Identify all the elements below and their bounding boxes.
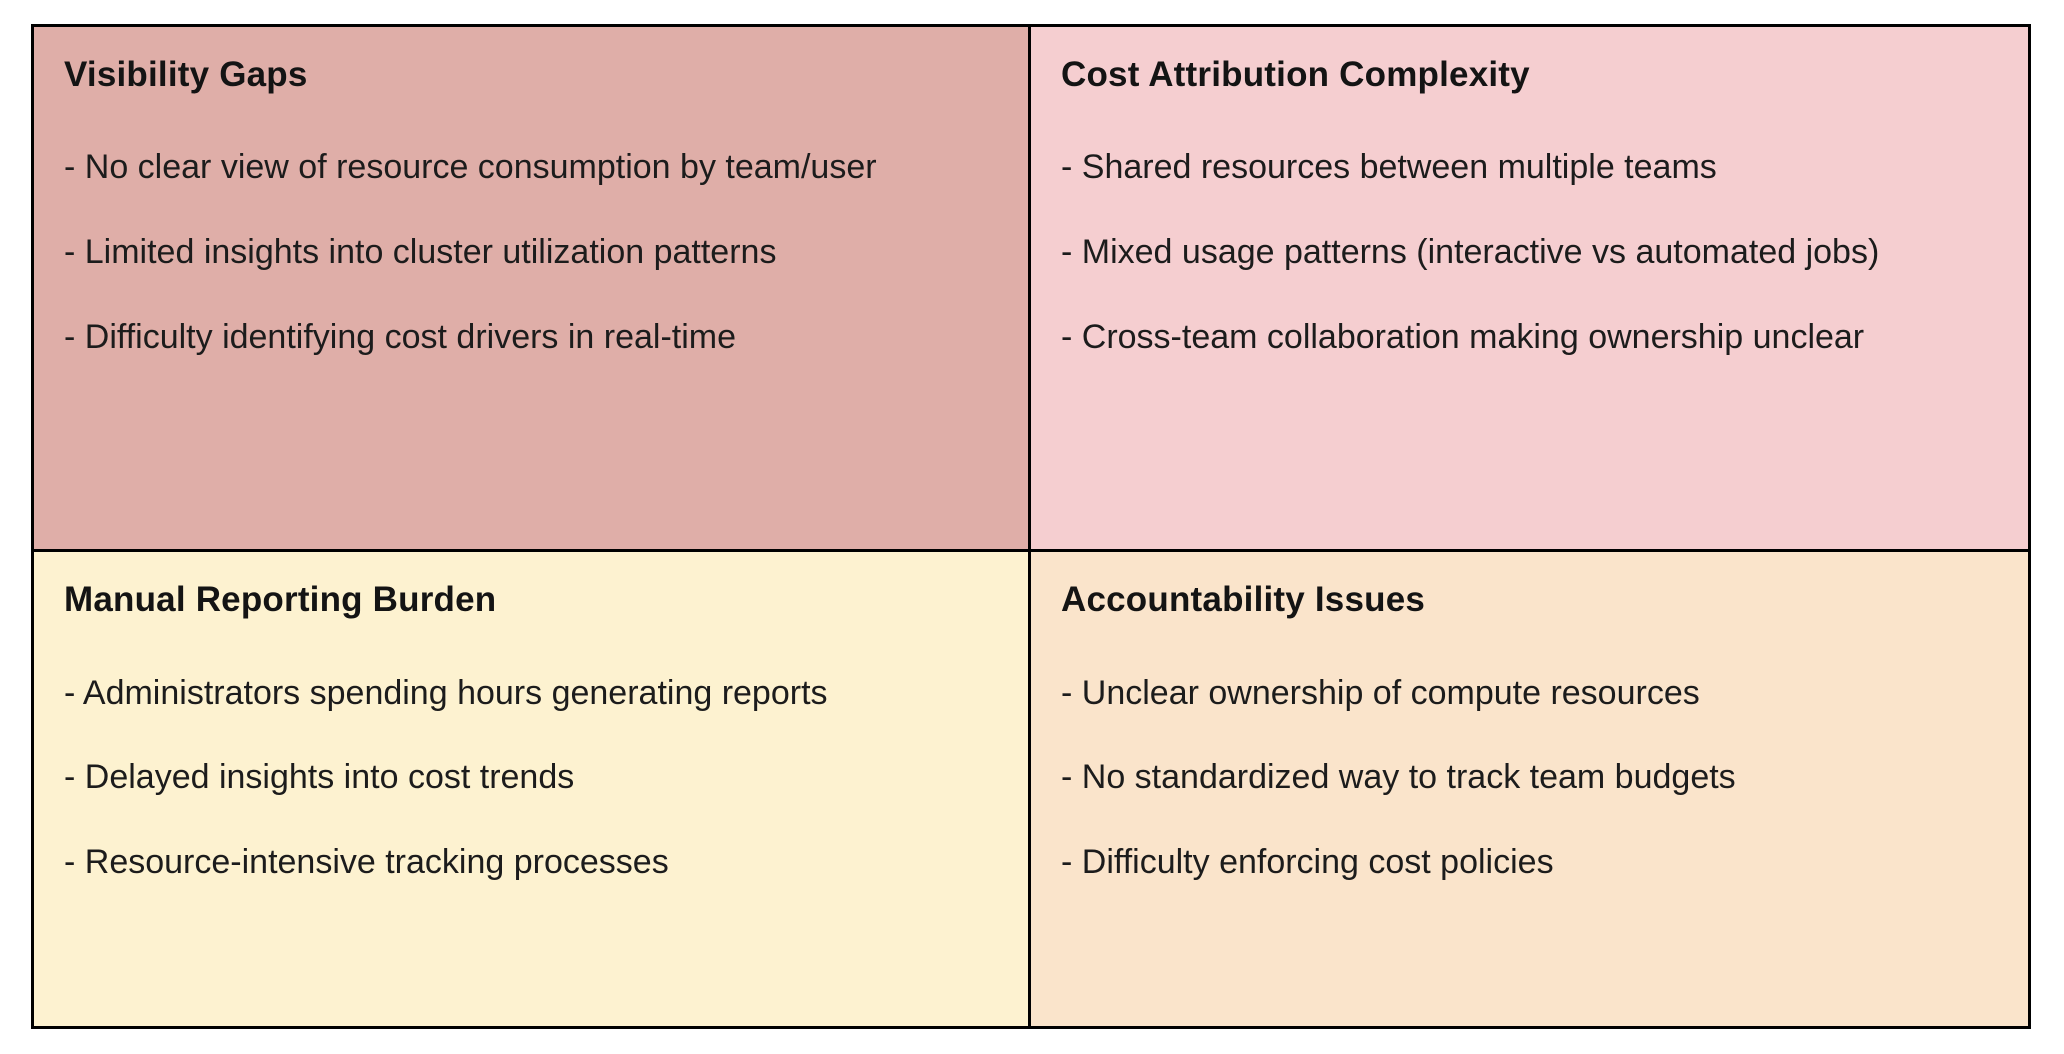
bullet-item: - Difficulty identifying cost drivers in… <box>64 317 737 356</box>
quadrant-cost-attribution-complexity: Cost Attribution Complexity - Shared res… <box>1031 27 2028 553</box>
bullet-item: - Shared resources between multiple team… <box>1061 148 1717 187</box>
bullet-item: - Limited insights into cluster utilizat… <box>64 233 777 271</box>
bullet-item: - Difficulty enforcing cost policies <box>1061 843 1554 882</box>
bullet-item: - Unclear ownership of compute resources <box>1061 673 1700 712</box>
bullet-item: - Administrators spending hours generati… <box>64 673 828 712</box>
quadrant-visibility-gaps: Visibility Gaps - No clear view of resou… <box>34 27 1031 553</box>
quadrant-title: Cost Attribution Complexity <box>1061 55 1530 94</box>
bullet-item: - Delayed insights into cost trends <box>64 758 575 797</box>
quadrant-title: Accountability Issues <box>1061 580 1426 620</box>
quadrant-accountability-issues: Accountability Issues - Unclear ownershi… <box>1031 552 2028 1026</box>
quadrant-title: Visibility Gaps <box>64 55 308 94</box>
problems-2x2-matrix: Visibility Gaps - No clear view of resou… <box>31 24 2031 1029</box>
bullet-item: - No standardized way to track team budg… <box>1061 758 1736 797</box>
quadrant-manual-reporting-burden: Manual Reporting Burden - Administrators… <box>34 552 1031 1026</box>
bullet-item: - Mixed usage patterns (interactive vs a… <box>1061 233 1880 271</box>
quadrant-title: Manual Reporting Burden <box>64 580 497 620</box>
bullet-item: - Resource-intensive tracking processes <box>64 843 669 882</box>
bullet-item: - Cross-team collaboration making owners… <box>1061 317 1865 356</box>
bullet-item: - No clear view of resource consumption … <box>64 148 877 187</box>
